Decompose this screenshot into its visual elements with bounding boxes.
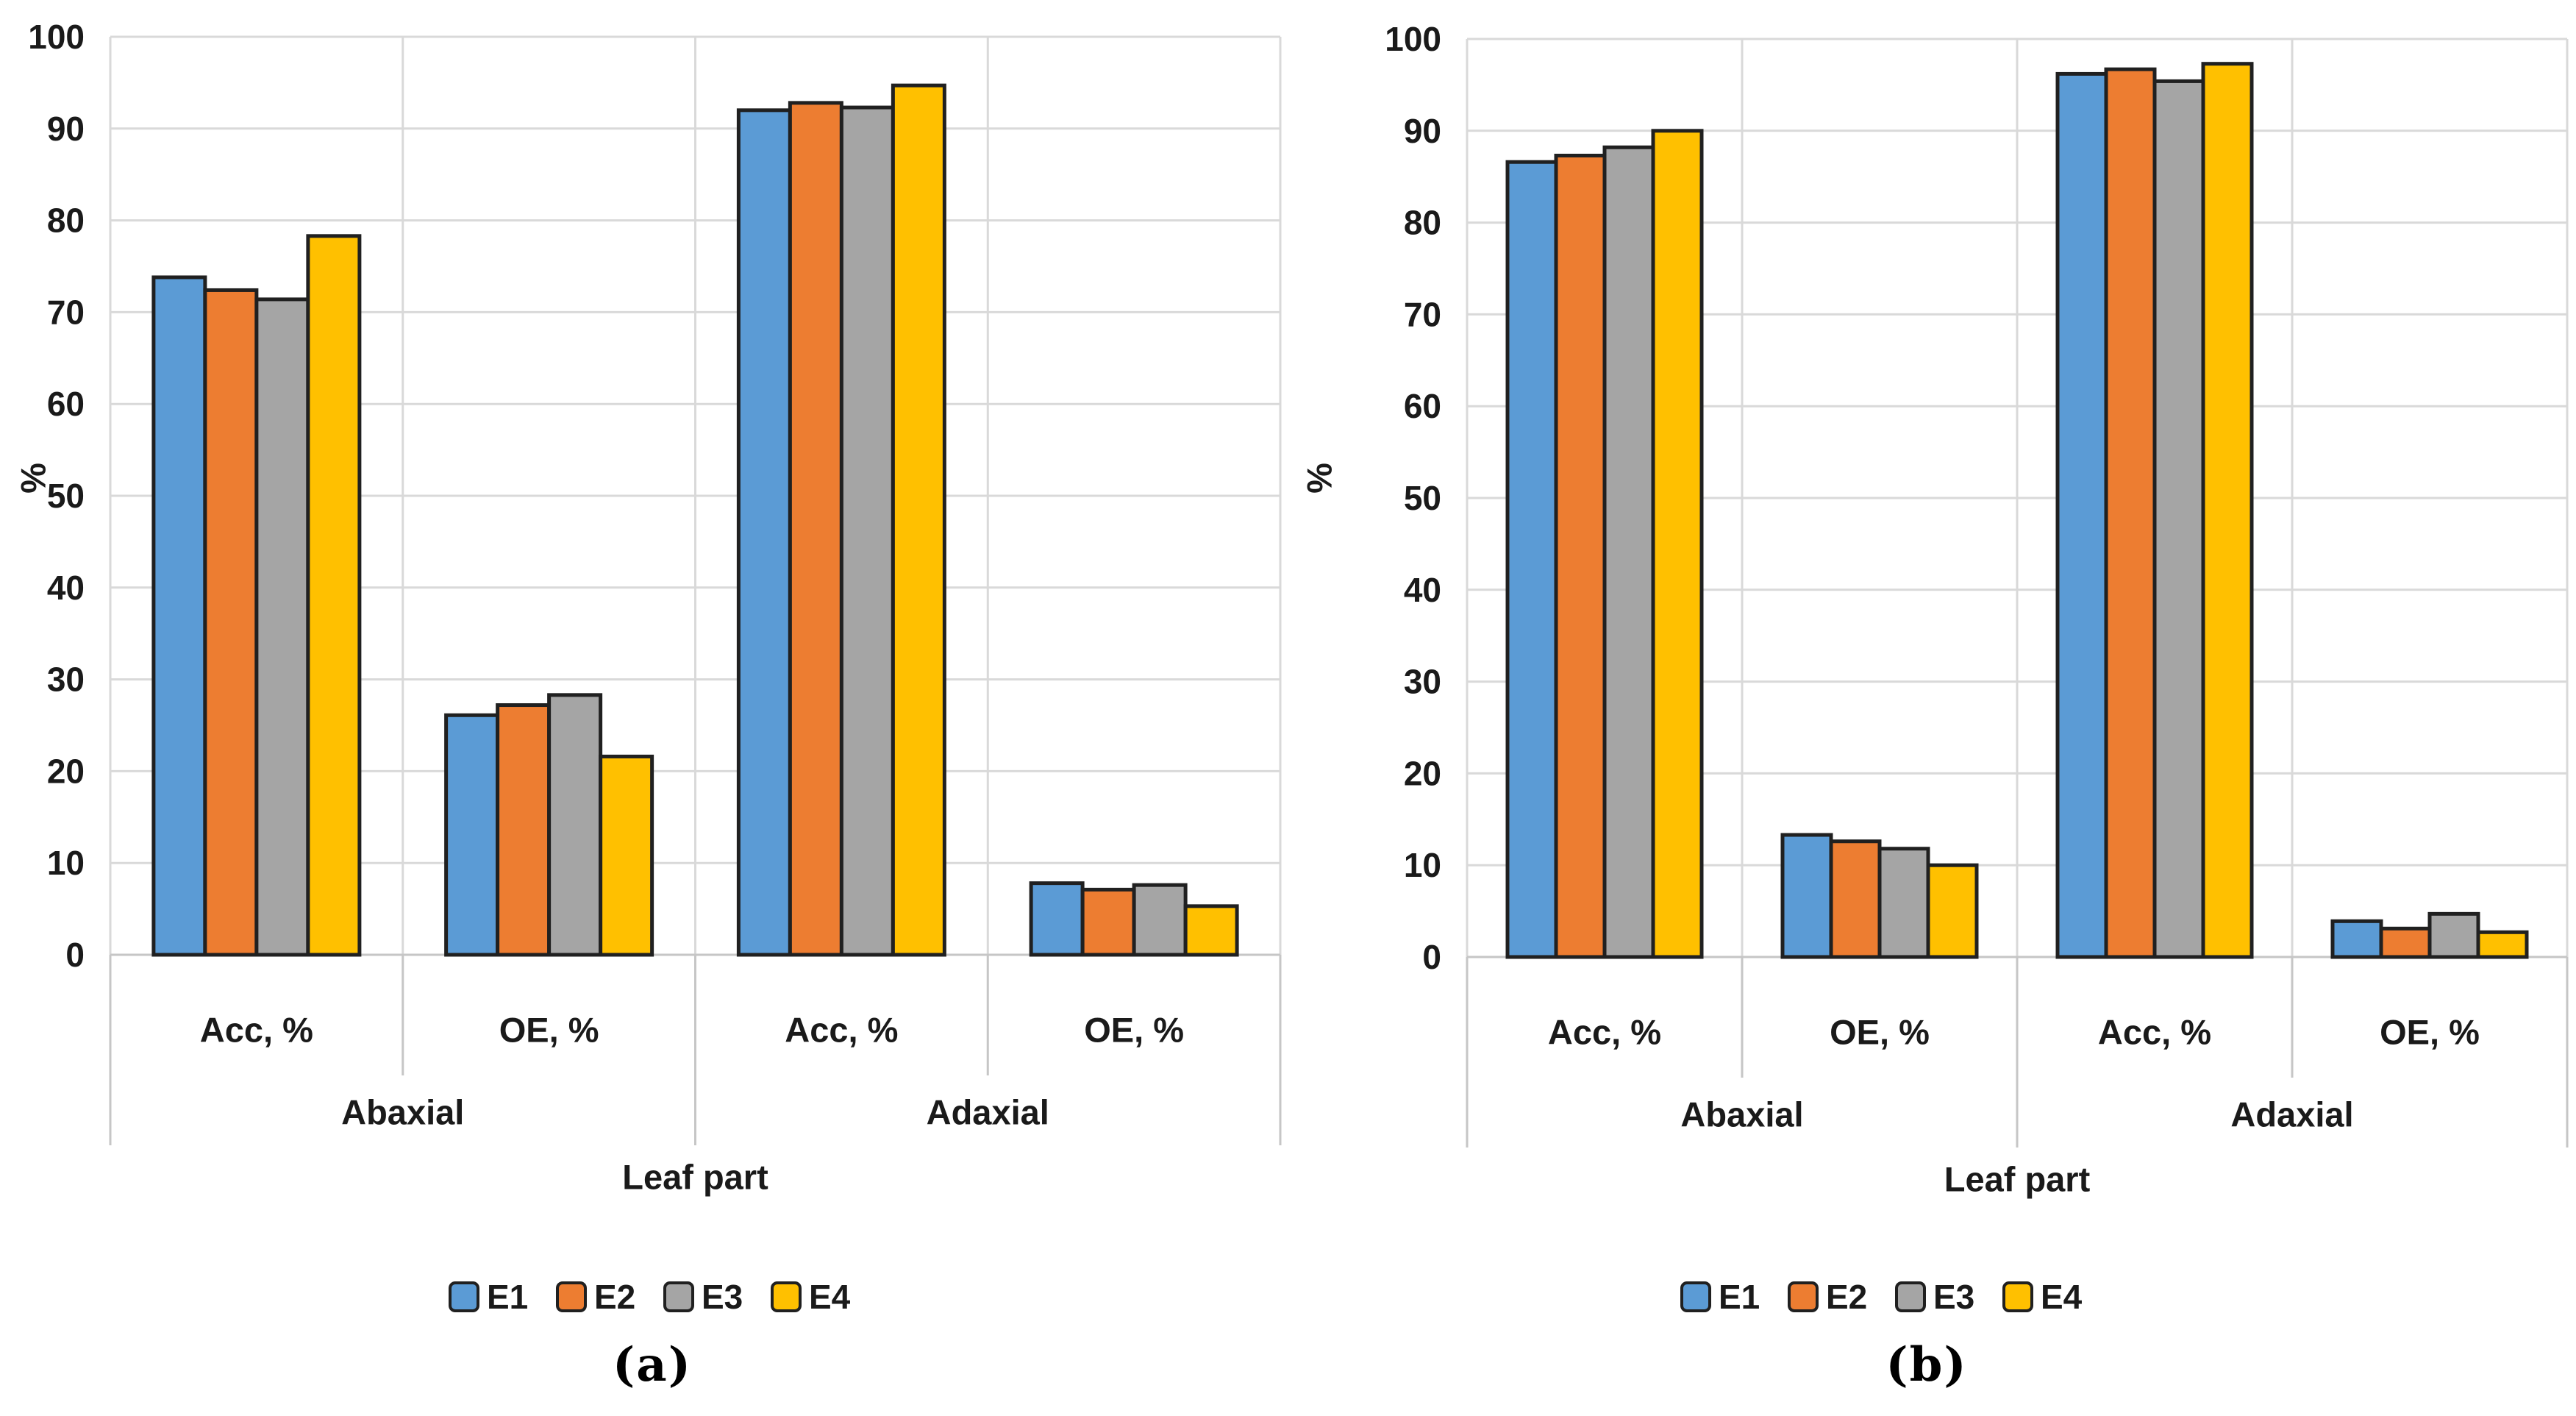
- bar-a-E2-slot3: [788, 101, 843, 957]
- x-group-label: Adaxial: [927, 1093, 1049, 1132]
- bar-b-E4-slot2: [1926, 863, 1979, 959]
- bar-a-E2-slot1: [203, 288, 259, 957]
- bar-b-E3-slot2: [1877, 847, 1930, 959]
- x-axis-title: Leaf part: [1944, 1160, 2091, 1199]
- bar-b-E2-slot2: [1829, 839, 1882, 959]
- y-tick-label: 70: [47, 293, 85, 331]
- bar-b-E4-slot3: [2201, 62, 2254, 959]
- bar-b-E3-slot1: [1602, 145, 1655, 959]
- x-category-label: OE, %: [1084, 1011, 1184, 1050]
- x-category-label: Acc, %: [200, 1011, 313, 1050]
- bar-a-E4-slot1: [306, 234, 362, 957]
- y-tick-label: 40: [1404, 571, 1441, 609]
- y-tick-label: 80: [1404, 204, 1441, 242]
- x-category-label: Acc, %: [785, 1011, 898, 1050]
- y-tick-label: 50: [47, 477, 85, 515]
- legend-label-E2: E2: [1826, 1278, 1867, 1316]
- legend-label-E3: E3: [1933, 1278, 1974, 1316]
- legend-label-E1: E1: [1719, 1278, 1760, 1316]
- y-tick-label: 30: [1404, 663, 1441, 701]
- bar-a-E4-slot4: [1183, 904, 1239, 957]
- bar-a-E3-slot1: [254, 297, 310, 957]
- caption-b: (b): [1885, 1337, 1968, 1392]
- legend-swatch-E3: [1895, 1281, 1926, 1312]
- y-tick-label: 50: [1404, 479, 1441, 517]
- y-axis-title: %: [14, 463, 53, 494]
- y-tick-label: 60: [47, 385, 85, 423]
- y-tick-label: 80: [47, 202, 85, 240]
- legend-swatch-E1: [449, 1281, 479, 1312]
- x-group-label: Adaxial: [2230, 1095, 2353, 1134]
- y-tick-label: 30: [47, 661, 85, 699]
- legend-label-E4: E4: [2041, 1278, 2083, 1316]
- bar-a-E2-slot4: [1080, 887, 1136, 957]
- legend-swatch-E1: [1680, 1281, 1711, 1312]
- legend-swatch-E2: [1788, 1281, 1819, 1312]
- legend-label-E2: E2: [594, 1278, 635, 1316]
- bar-b-E1-slot4: [2330, 919, 2383, 959]
- bar-b-E1-slot2: [1780, 833, 1833, 959]
- x-category-label: Acc, %: [2098, 1013, 2211, 1052]
- y-tick-label: 10: [1404, 846, 1441, 884]
- legend-swatch-E4: [2002, 1281, 2033, 1312]
- bar-b-E2-slot1: [1554, 153, 1607, 959]
- y-tick-label: 20: [47, 752, 85, 790]
- legend-label-E3: E3: [702, 1278, 743, 1316]
- bar-b-E1-slot3: [2055, 71, 2108, 959]
- legend-label-E1: E1: [487, 1278, 528, 1316]
- y-tick-label: 100: [1385, 20, 1441, 58]
- bar-a-E1-slot2: [444, 713, 500, 957]
- y-tick-label: 60: [1404, 387, 1441, 425]
- bar-a-E1-slot3: [736, 108, 792, 957]
- y-tick-label: 90: [47, 110, 85, 148]
- x-category-label: OE, %: [499, 1011, 599, 1050]
- x-category-label: OE, %: [2380, 1013, 2480, 1052]
- legend-swatch-E2: [556, 1281, 587, 1312]
- bar-b-E2-slot4: [2379, 926, 2432, 959]
- x-category-label: OE, %: [1830, 1013, 1930, 1052]
- y-tick-label: 0: [1422, 938, 1441, 976]
- y-tick-label: 20: [1404, 754, 1441, 792]
- bar-b-E1-slot1: [1505, 160, 1558, 959]
- y-tick-label: 100: [28, 18, 85, 56]
- caption-a: (a): [612, 1337, 693, 1392]
- bar-a-E1-slot1: [151, 275, 207, 957]
- bar-a-E4-slot3: [891, 83, 946, 957]
- bar-a-E2-slot2: [496, 703, 552, 957]
- x-category-label: Acc, %: [1548, 1013, 1661, 1052]
- y-tick-label: 0: [65, 936, 85, 974]
- legend-swatch-E4: [771, 1281, 802, 1312]
- x-group-label: Abaxial: [341, 1093, 464, 1132]
- bar-b-E2-slot3: [2104, 67, 2157, 959]
- bar-a-E3-slot3: [839, 105, 895, 957]
- y-axis-title: %: [1300, 463, 1339, 494]
- x-axis-title: Leaf part: [622, 1158, 768, 1197]
- bar-b-E4-slot1: [1651, 129, 1704, 959]
- y-tick-label: 70: [1404, 295, 1441, 333]
- x-group-label: Abaxial: [1680, 1095, 1803, 1134]
- bar-a-E1-slot4: [1029, 881, 1085, 957]
- chart-a: 0 10 20 30 40 50 60 70 80 90 100 Acc, % OE, % Acc, % O…: [14, 18, 1282, 1316]
- y-tick-label: 10: [47, 844, 85, 882]
- y-tick-label: 40: [47, 569, 85, 607]
- bar-a-E3-slot2: [547, 693, 603, 957]
- legend-label-E4: E4: [809, 1278, 851, 1316]
- bar-b-E3-slot4: [2427, 911, 2480, 959]
- bar-a-E3-slot4: [1132, 883, 1188, 957]
- chart-b: 0 10 20 30 40 50 60 70 80 90 100 Acc, % OE, % Acc, % O…: [1300, 20, 2569, 1316]
- bar-a-E4-slot2: [599, 754, 654, 957]
- legend-swatch-E3: [663, 1281, 694, 1312]
- bar-b-E4-slot4: [2476, 930, 2529, 959]
- y-tick-label: 90: [1404, 112, 1441, 150]
- bar-b-E3-slot3: [2152, 79, 2205, 959]
